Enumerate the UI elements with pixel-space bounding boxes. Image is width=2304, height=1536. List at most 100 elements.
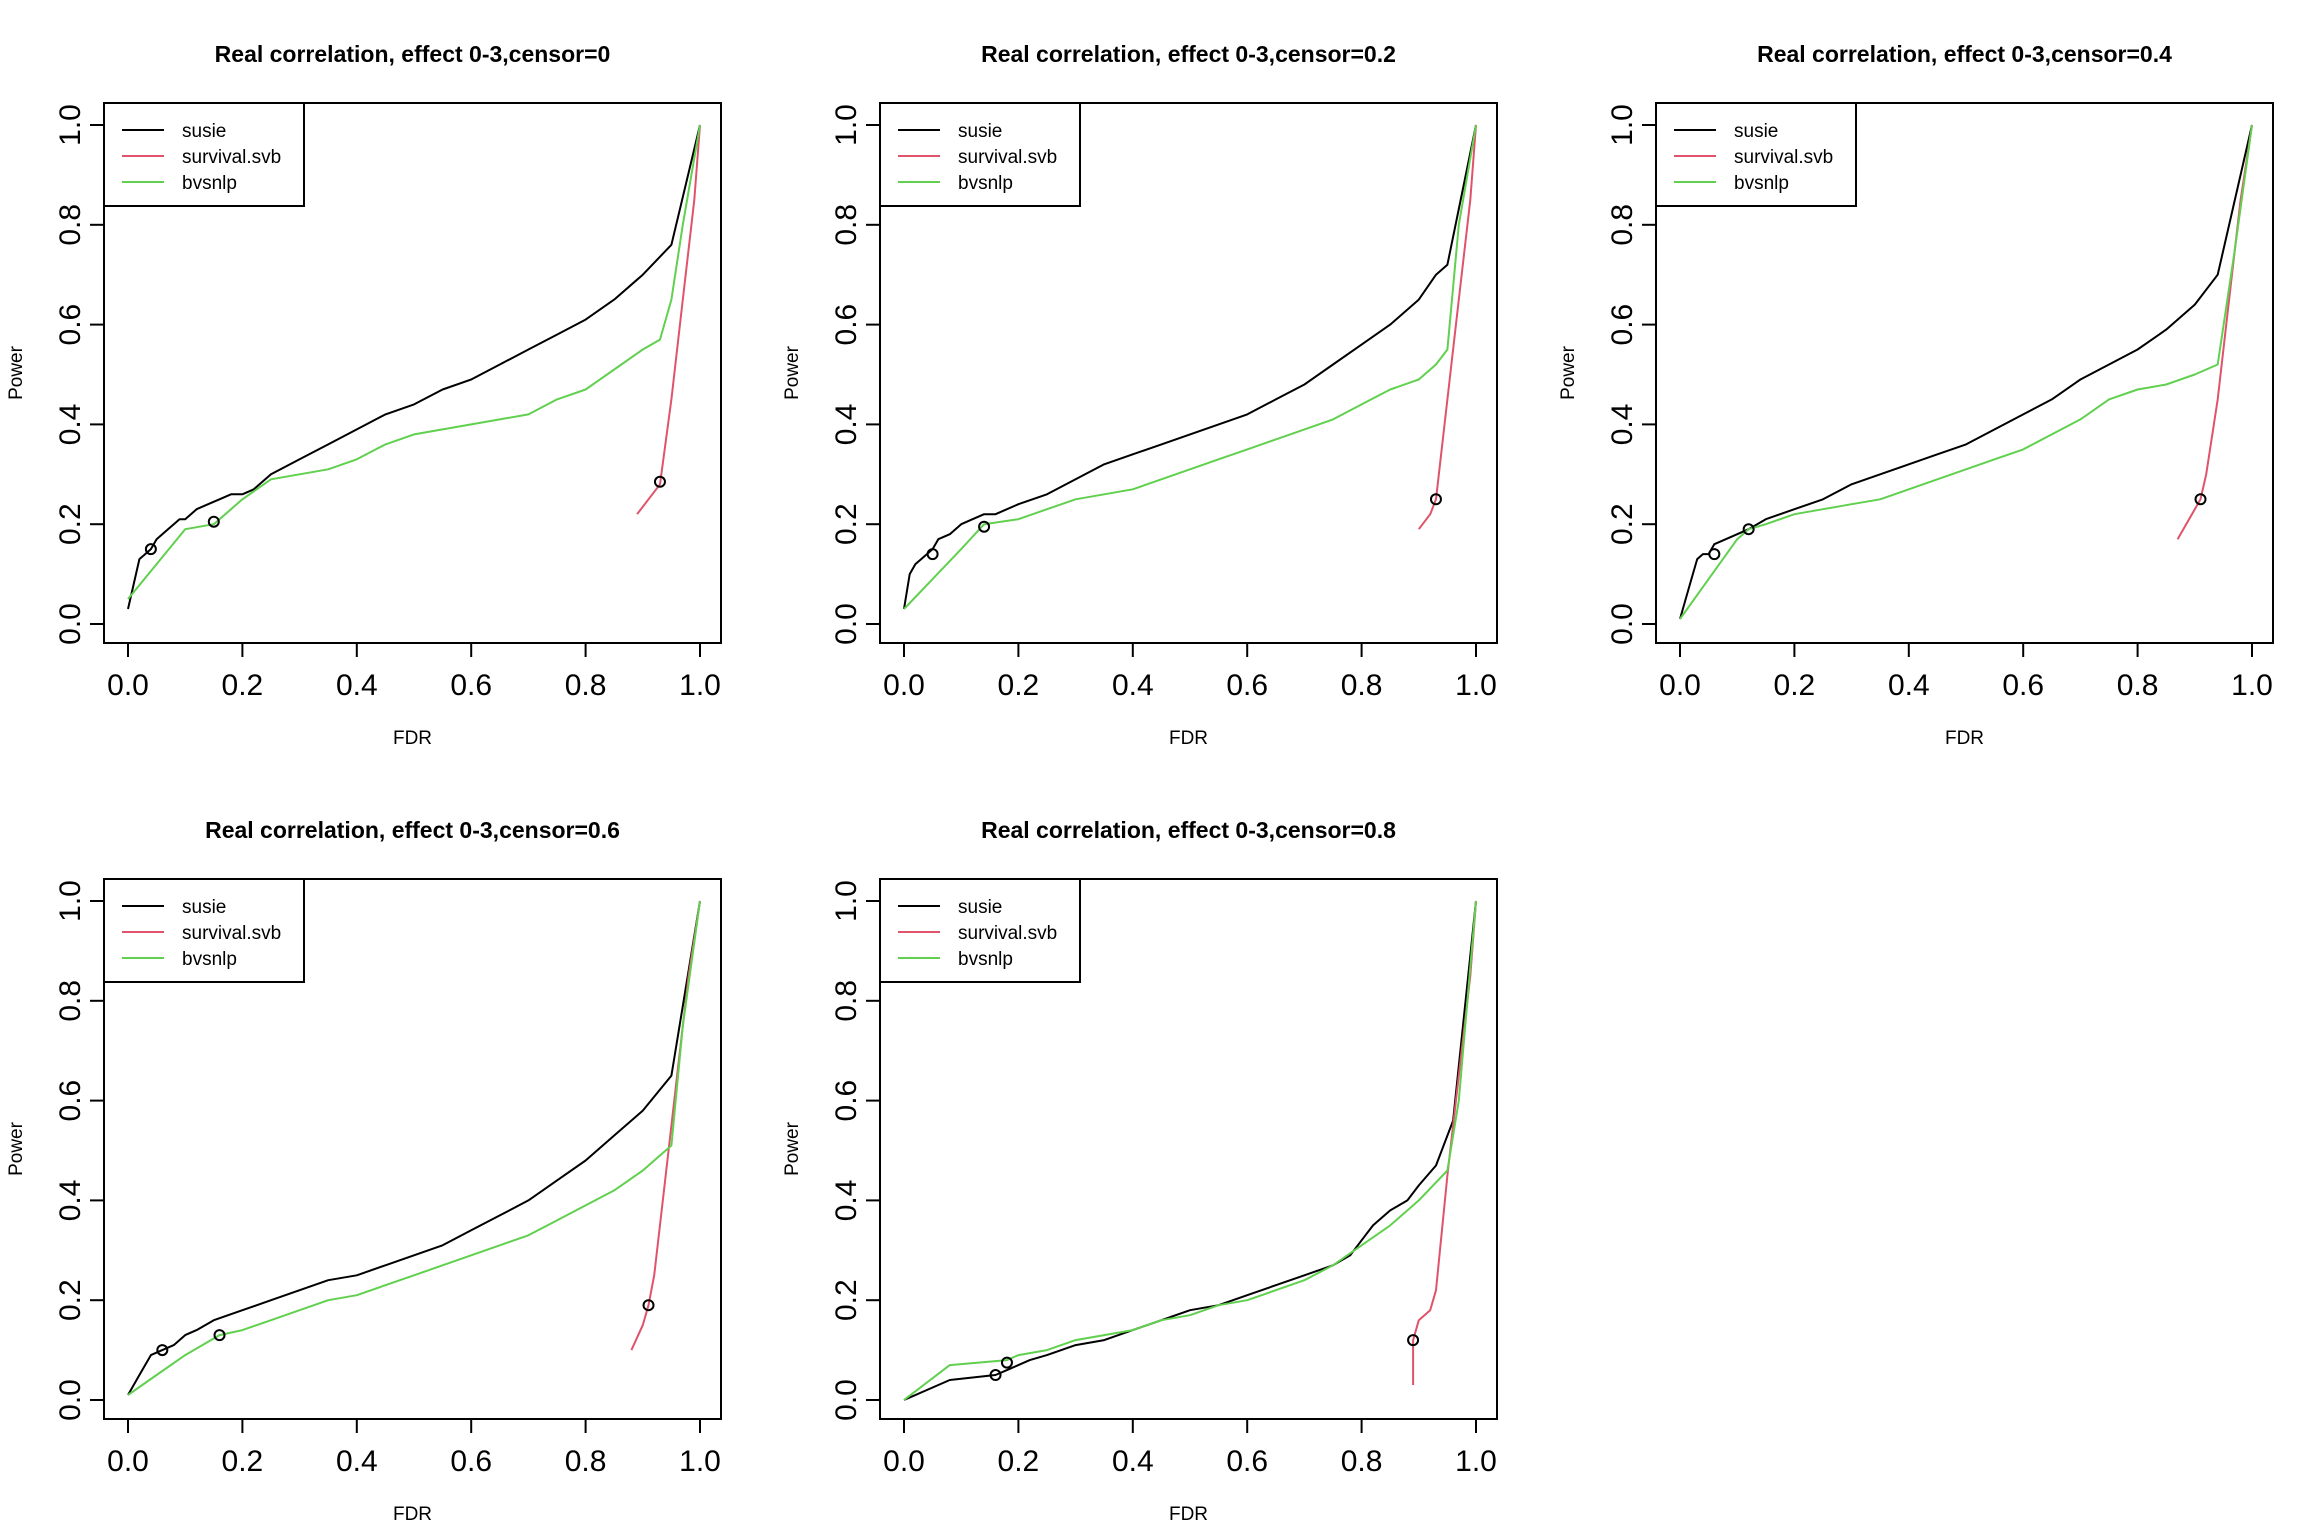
y-axis-label: Power <box>6 345 27 400</box>
x-axis-label: FDR <box>1169 1504 1208 1525</box>
series-line-susie <box>127 900 701 1396</box>
x-tick-label: 1.0 <box>1455 1445 1497 1478</box>
y-tick-label: 0.6 <box>54 304 87 346</box>
x-tick-label: 0.2 <box>998 669 1040 702</box>
y-tick-label: 0.4 <box>830 1180 863 1222</box>
chart-title: Real correlation, effect 0-3,censor=0.4 <box>1757 41 2172 67</box>
x-tick-label: 0.8 <box>565 669 607 702</box>
x-tick-label: 0.6 <box>450 1445 492 1478</box>
x-axis-label: FDR <box>393 728 432 749</box>
series-point-susie <box>1708 548 1721 561</box>
x-axis-label: FDR <box>1169 728 1208 749</box>
legend: susie survival.svb bvsnlp <box>1655 102 1857 207</box>
y-axis-label: Power <box>6 1121 27 1176</box>
legend: susie survival.svb bvsnlp <box>879 102 1081 207</box>
series-point-survival-svb <box>642 1299 655 1312</box>
series-point-bvsnlp <box>213 1329 226 1342</box>
series-line-bvsnlp <box>127 900 701 1396</box>
legend: susie survival.svb bvsnlp <box>879 878 1081 983</box>
legend-label: survival.svb <box>1734 147 1833 168</box>
y-tick-label: 0.2 <box>1606 503 1639 545</box>
x-tick-label: 0.4 <box>336 669 378 702</box>
x-tick-label: 0.2 <box>1774 669 1816 702</box>
series-line-survival-svb <box>2176 124 2253 540</box>
x-tick-label: 0.6 <box>450 669 492 702</box>
y-tick-label: 0.0 <box>54 1379 87 1421</box>
series-line-bvsnlp <box>903 124 1477 610</box>
y-tick-label: 0.4 <box>54 1180 87 1222</box>
y-tick-label: 0.6 <box>1606 304 1639 346</box>
legend-box <box>103 102 305 207</box>
series-point-susie <box>144 543 157 556</box>
legend-label: bvsnlp <box>182 949 237 970</box>
y-tick-label: 1.0 <box>830 880 863 922</box>
y-tick-label: 0.6 <box>830 304 863 346</box>
legend-box <box>879 878 1081 983</box>
y-tick-label: 0.8 <box>54 980 87 1022</box>
y-tick-label: 0.4 <box>1606 404 1639 446</box>
y-tick-label: 0.8 <box>830 980 863 1022</box>
x-tick-label: 0.2 <box>998 1445 1040 1478</box>
y-tick-label: 0.2 <box>54 503 87 545</box>
legend-label: survival.svb <box>182 923 281 944</box>
x-tick-label: 0.6 <box>2002 669 2044 702</box>
series-point-bvsnlp <box>1000 1356 1013 1369</box>
y-tick-label: 1.0 <box>830 104 863 146</box>
x-tick-label: 0.8 <box>2117 669 2159 702</box>
y-tick-label: 1.0 <box>1606 104 1639 146</box>
legend-label: bvsnlp <box>1734 173 1789 194</box>
chart-panel: Real correlation, effect 0-3,censor=0.2 0… <box>782 41 1498 749</box>
series-point-survival-svb <box>653 475 666 488</box>
series-point-bvsnlp <box>207 515 220 528</box>
series-point-susie <box>156 1344 169 1357</box>
y-tick-label: 0.0 <box>54 603 87 645</box>
x-tick-label: 0.6 <box>1226 669 1268 702</box>
y-tick-label: 1.0 <box>54 880 87 922</box>
legend-box <box>1655 102 1857 207</box>
legend-label: susie <box>182 121 226 142</box>
series-line-susie <box>127 124 701 610</box>
x-tick-label: 0.2 <box>222 1445 264 1478</box>
y-tick-label: 0.4 <box>830 404 863 446</box>
legend-label: bvsnlp <box>958 173 1013 194</box>
y-tick-label: 0.6 <box>830 1080 863 1122</box>
x-tick-label: 0.8 <box>565 1445 607 1478</box>
x-tick-label: 0.0 <box>1659 669 1701 702</box>
legend-label: survival.svb <box>182 147 281 168</box>
x-tick-label: 1.0 <box>1455 669 1497 702</box>
legend-label: survival.svb <box>958 147 1057 168</box>
y-axis-label: Power <box>782 1121 803 1176</box>
y-tick-label: 0.0 <box>1606 603 1639 645</box>
series-point-bvsnlp <box>978 520 991 533</box>
x-tick-label: 0.0 <box>107 1445 149 1478</box>
chart-title: Real correlation, effect 0-3,censor=0.6 <box>205 817 620 843</box>
legend-box <box>879 102 1081 207</box>
x-axis-label: FDR <box>1945 728 1984 749</box>
x-tick-label: 0.2 <box>222 669 264 702</box>
x-tick-label: 0.4 <box>1112 669 1154 702</box>
y-axis-label: Power <box>782 345 803 400</box>
y-axis-label: Power <box>1558 345 1579 400</box>
x-tick-label: 0.0 <box>107 669 149 702</box>
x-tick-label: 0.4 <box>1112 1445 1154 1478</box>
legend-label: susie <box>182 897 226 918</box>
y-tick-label: 0.0 <box>830 1379 863 1421</box>
y-tick-label: 0.6 <box>54 1080 87 1122</box>
y-tick-label: 0.8 <box>54 204 87 246</box>
legend-label: susie <box>1734 121 1778 142</box>
series-line-susie <box>1679 124 2253 620</box>
x-tick-label: 0.4 <box>1888 669 1930 702</box>
x-tick-label: 0.6 <box>1226 1445 1268 1478</box>
x-tick-label: 1.0 <box>679 1445 721 1478</box>
chart-panel: Real correlation, effect 0-3,censor=0.6 0… <box>6 817 722 1525</box>
chart-title: Real correlation, effect 0-3,censor=0.2 <box>981 41 1396 67</box>
y-tick-label: 0.2 <box>54 1279 87 1321</box>
legend: susie survival.svb bvsnlp <box>103 878 305 983</box>
x-tick-label: 1.0 <box>679 669 721 702</box>
y-tick-label: 0.2 <box>830 1279 863 1321</box>
x-tick-label: 0.8 <box>1341 669 1383 702</box>
series-line-bvsnlp <box>1679 124 2253 620</box>
series-point-susie <box>989 1369 1002 1382</box>
legend-label: susie <box>958 121 1002 142</box>
